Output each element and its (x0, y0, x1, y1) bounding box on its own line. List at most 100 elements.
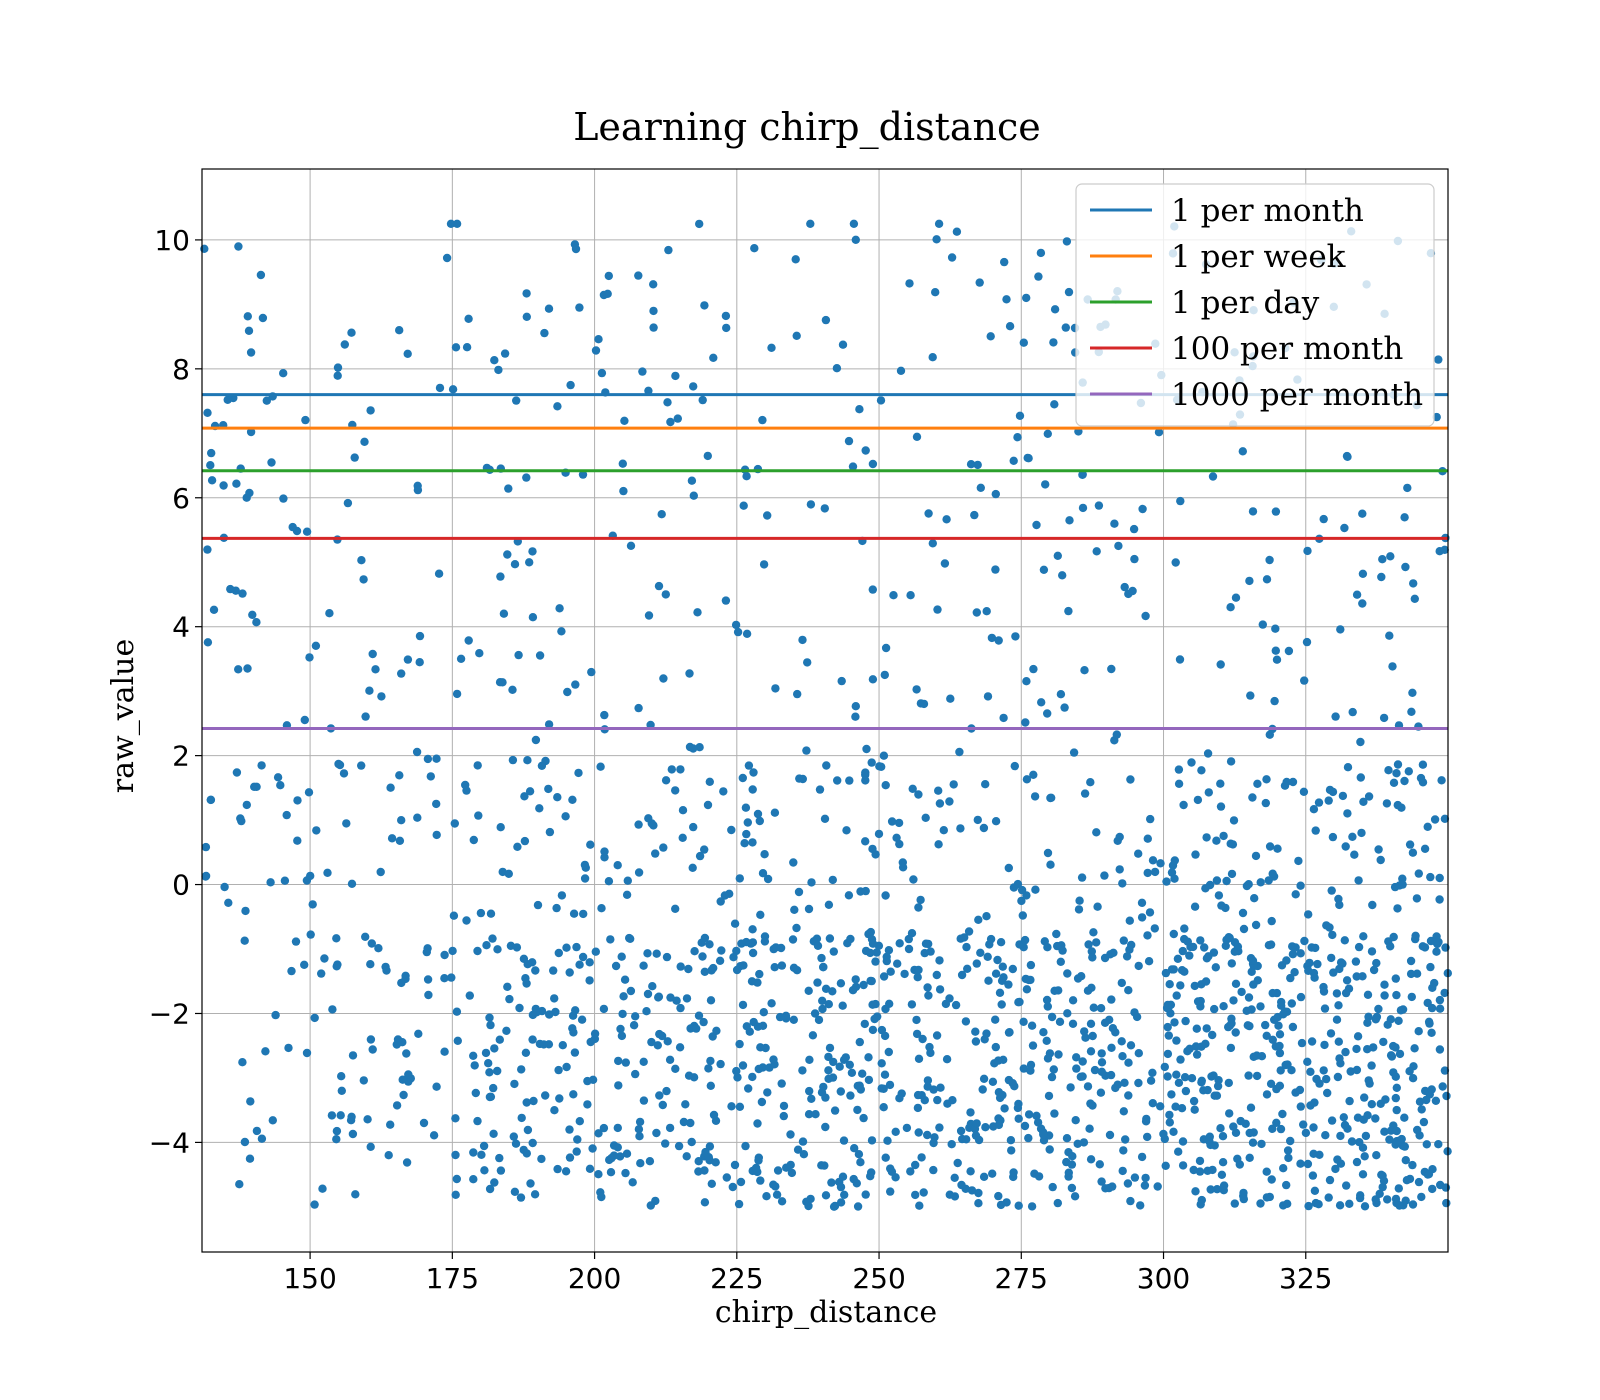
scatter-point (913, 973, 922, 982)
scatter-point (465, 991, 474, 1000)
scatter-point (604, 877, 614, 886)
scatter-point (336, 1111, 345, 1120)
scatter-point (1265, 1192, 1275, 1202)
scatter-point (703, 451, 712, 461)
scatter-point (242, 800, 251, 810)
scatter-point (1026, 1066, 1035, 1075)
scatter-point (849, 219, 859, 228)
scatter-point (1146, 1076, 1156, 1085)
scatter-point (522, 1149, 531, 1158)
scatter-point (335, 760, 345, 770)
scatter-point (833, 776, 842, 785)
scatter-point (1251, 851, 1261, 861)
scatter-point (220, 882, 229, 892)
scatter-point (716, 897, 725, 906)
scatter-point (1159, 1129, 1168, 1139)
scatter-point (824, 1066, 833, 1075)
scatter-point (522, 979, 531, 988)
scatter-point (653, 1041, 662, 1050)
scatter-point (675, 1043, 685, 1052)
scatter-point (1062, 237, 1072, 246)
scatter-point (952, 227, 962, 236)
scatter-point (848, 986, 858, 995)
scatter-point (271, 1010, 280, 1020)
scatter-point (751, 1163, 761, 1173)
legend-label: 100 per month (1171, 331, 1403, 367)
scatter-point (520, 792, 529, 801)
scatter-point (728, 1182, 737, 1192)
scatter-point (1378, 555, 1387, 564)
scatter-point (1096, 1088, 1106, 1097)
scatter-point (594, 1129, 603, 1138)
scatter-point (700, 301, 709, 310)
scatter-point (440, 1047, 449, 1056)
scatter-point (489, 1129, 498, 1139)
scatter-point (817, 953, 826, 963)
scatter-point (1196, 1200, 1205, 1209)
scatter-point (1191, 1187, 1200, 1196)
scatter-point (537, 1154, 546, 1164)
scatter-point (1022, 677, 1031, 686)
scatter-point (1281, 1060, 1290, 1070)
scatter-point (1356, 737, 1365, 747)
scatter-point (898, 863, 908, 872)
scatter-point (709, 353, 718, 362)
scatter-point (402, 1049, 411, 1058)
scatter-point (594, 335, 603, 344)
scatter-point (789, 963, 799, 972)
scatter-point (1248, 507, 1258, 516)
scatter-point (806, 500, 816, 509)
scatter-point (1229, 816, 1239, 825)
scatter-point (1163, 1000, 1173, 1010)
scatter-point (904, 934, 913, 944)
scatter-point (276, 781, 285, 790)
scatter-point (1000, 1104, 1009, 1113)
scatter-point (1426, 872, 1435, 882)
scatter-point (1089, 1003, 1099, 1012)
plot-frame (201, 168, 1449, 1253)
scatter-point (871, 957, 880, 966)
scatter-point (614, 1056, 623, 1066)
scatter-point (1406, 969, 1416, 979)
scatter-point (1440, 545, 1449, 554)
scatter-point (1075, 896, 1084, 905)
scatter-point (1261, 1020, 1270, 1030)
scatter-point (792, 923, 801, 933)
scatter-point (1132, 1012, 1142, 1022)
scatter-point (571, 244, 581, 254)
scatter-point (1328, 930, 1337, 940)
scatter-point (1387, 1052, 1397, 1061)
scatter-point (1117, 1037, 1126, 1046)
scatter-point (1442, 1198, 1451, 1208)
scatter-point (951, 1000, 961, 1010)
scatter-point (1137, 913, 1147, 922)
scatter-point (1312, 1074, 1321, 1084)
scatter-point (423, 944, 432, 953)
scatter-point (748, 948, 758, 958)
scatter-point (499, 609, 509, 618)
scatter-point (579, 909, 588, 919)
scatter-point (926, 1048, 935, 1058)
scatter-point (855, 1081, 864, 1090)
scatter-point (727, 825, 736, 835)
scatter-point (562, 1062, 571, 1072)
scatter-point (704, 1064, 713, 1073)
scatter-point (902, 1123, 912, 1133)
scatter-point (1150, 924, 1160, 933)
scatter-point (440, 974, 449, 983)
scatter-point (495, 1035, 504, 1044)
scatter-point (1277, 961, 1287, 970)
scatter-point (1048, 1182, 1057, 1192)
scatter-point (737, 939, 746, 948)
scatter-point (769, 1180, 778, 1189)
scatter-point (1142, 1114, 1151, 1124)
scatter-point (955, 747, 964, 757)
scatter-point (585, 976, 594, 985)
scatter-point (267, 458, 276, 467)
scatter-point (695, 219, 704, 229)
scatter-point (846, 934, 855, 944)
scatter-point (804, 1110, 814, 1119)
scatter-point (1368, 900, 1377, 910)
scatter-point (802, 746, 811, 755)
scatter-point (1123, 1179, 1133, 1188)
